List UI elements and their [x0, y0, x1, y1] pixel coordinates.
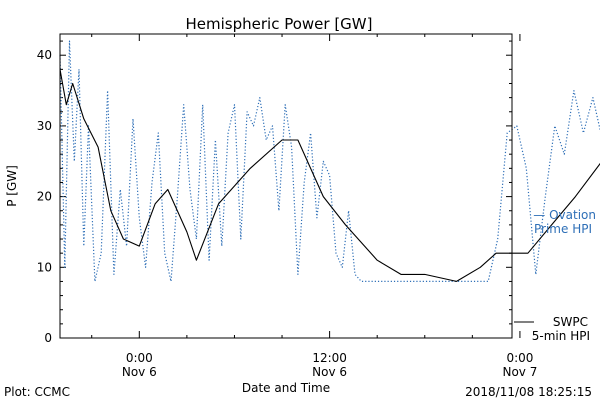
x-tick-label-date: Nov 6: [312, 365, 347, 379]
legend-ovation-line2: Prime HPI: [534, 222, 592, 236]
legend-swpc-line2: 5-min HPI: [532, 329, 590, 343]
footer-timestamp: 2018/11/08 18:25:15: [465, 385, 592, 399]
y-tick-label: 20: [37, 190, 52, 204]
y-axis-ticks: 0 10 20 30 40: [37, 40, 512, 345]
series-swpc-line: [59, 69, 600, 282]
footer-credit: Plot: CCMC: [4, 385, 70, 399]
plot-frame: [59, 33, 513, 339]
y-axis-label: P [GW]: [5, 165, 19, 207]
y-tick-label: 0: [44, 331, 52, 345]
legend-swpc-line1: SWPC: [553, 315, 588, 329]
x-tick-label-time: 12:00: [312, 351, 347, 365]
x-tick-label-date: Nov 7: [502, 365, 537, 379]
x-tick-label-time: 0:00: [126, 351, 153, 365]
y-tick-label: 40: [37, 48, 52, 62]
series-layer: [59, 40, 600, 282]
legend-ovation-line1: — Ovation: [533, 208, 596, 222]
y-tick-label: 10: [37, 260, 52, 274]
legend: — Ovation Prime HPI SWPC 5-min HPI: [514, 208, 596, 343]
x-axis-label: Date and Time: [242, 381, 330, 395]
y-tick-label: 30: [37, 119, 52, 133]
x-tick-label-time: 0:00: [506, 351, 533, 365]
series-ovation-prime-line: [59, 40, 600, 282]
chart-title: Hemispheric Power [GW]: [186, 15, 373, 33]
x-tick-label-date: Nov 6: [122, 365, 157, 379]
